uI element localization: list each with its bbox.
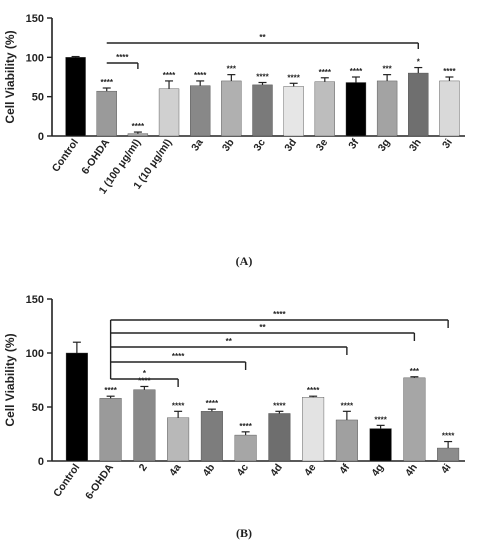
category-label: 3h xyxy=(407,137,424,154)
category-label: 3d xyxy=(282,137,299,154)
significance-label: **** xyxy=(319,68,332,77)
significance-label: *** xyxy=(410,367,420,376)
bar-3d xyxy=(283,86,304,137)
category-label: 4i xyxy=(439,462,454,476)
bar-3h xyxy=(408,72,429,137)
category-label: 4d xyxy=(268,462,285,479)
category-label: 2 xyxy=(137,462,150,474)
category-label: 3e xyxy=(314,137,331,154)
bar-4a xyxy=(167,417,190,462)
panel-label: (A) xyxy=(236,254,253,268)
y-axis-label: Cell Viability (%) xyxy=(3,30,17,123)
y-tick-label: 150 xyxy=(26,294,44,306)
significance-label: * xyxy=(417,58,421,67)
category-label: Control xyxy=(50,137,81,175)
significance-label: **** xyxy=(287,73,300,82)
significance-label: **** xyxy=(341,401,354,410)
category-label: 3i xyxy=(440,137,455,151)
category-label: 3b xyxy=(220,137,237,154)
significance-label: **** xyxy=(256,73,269,82)
y-tick-label: 0 xyxy=(38,131,44,143)
comparison-label: **** xyxy=(273,310,286,319)
bar-3b xyxy=(221,80,242,137)
bar-4f xyxy=(335,419,358,462)
significance-label: **** xyxy=(172,401,185,410)
comparison-label: ** xyxy=(226,337,233,346)
significance-label: *** xyxy=(227,65,237,74)
comparison-label: ** xyxy=(259,323,266,332)
significance-label: **** xyxy=(104,386,117,395)
significance-label: **** xyxy=(374,415,387,424)
significance-label: **** xyxy=(442,432,455,441)
bar-3a xyxy=(190,85,211,137)
bar-3i xyxy=(439,80,460,137)
category-label: 4a xyxy=(167,462,184,479)
category-label: 4c xyxy=(235,462,252,479)
bar-4e xyxy=(302,397,325,462)
significance-label: *** xyxy=(382,65,392,74)
bar-4i xyxy=(437,447,460,462)
y-tick-label: 0 xyxy=(38,456,44,468)
y-tick-label: 150 xyxy=(26,13,44,25)
significance-label: **** xyxy=(132,122,145,131)
significance-label: **** xyxy=(163,71,176,80)
category-label: 3a xyxy=(189,137,206,154)
category-label: 4b xyxy=(200,462,217,479)
bar-4g xyxy=(369,428,392,462)
bar-control xyxy=(65,352,88,462)
category-label: 4g xyxy=(369,462,386,479)
bar-4c xyxy=(234,434,257,462)
category-label: 3g xyxy=(376,137,393,154)
y-tick-label: 50 xyxy=(32,402,44,414)
bar-1-100-g-ml- xyxy=(127,133,149,137)
bar-6-ohda xyxy=(96,90,117,137)
y-tick-label: 50 xyxy=(32,92,44,104)
bar-3f xyxy=(345,82,367,137)
category-label: 4h xyxy=(403,462,420,479)
bar-4b xyxy=(200,411,223,462)
category-label: 4e xyxy=(302,462,319,479)
significance-label: **** xyxy=(206,399,219,408)
category-label: 6-OHDA xyxy=(83,462,116,502)
y-tick-label: 100 xyxy=(26,348,44,360)
significance-label: **** xyxy=(239,422,252,431)
category-label: 6-OHDA xyxy=(79,137,112,177)
comparison-label: * xyxy=(143,369,147,378)
bar-control xyxy=(65,57,86,137)
comparison-label: ** xyxy=(259,33,266,42)
category-label: 3f xyxy=(346,136,361,151)
significance-label: **** xyxy=(194,71,207,80)
category-label: 4f xyxy=(337,461,352,476)
bar-6-ohda xyxy=(99,398,122,462)
comparison-label: **** xyxy=(116,53,129,62)
significance-label: **** xyxy=(350,67,363,76)
significance-label: **** xyxy=(443,67,456,76)
bar-1-10-g-ml- xyxy=(158,88,180,137)
significance-label: **** xyxy=(273,401,286,410)
bar-4h xyxy=(403,377,426,462)
comparison-label: **** xyxy=(172,352,185,361)
y-tick-label: 100 xyxy=(26,52,44,64)
significance-label: **** xyxy=(138,376,151,385)
y-axis-label: Cell Viability (%) xyxy=(3,333,17,426)
bar-4d xyxy=(268,413,291,462)
category-label: Control xyxy=(51,462,82,500)
category-label: 3c xyxy=(251,137,268,154)
bar-3g xyxy=(376,80,398,137)
significance-label: **** xyxy=(307,386,320,395)
bar-3c xyxy=(252,84,273,137)
panel-label: (B) xyxy=(236,526,252,540)
bar-2 xyxy=(133,389,156,462)
bar-3e xyxy=(314,81,335,137)
significance-label: **** xyxy=(101,78,114,87)
